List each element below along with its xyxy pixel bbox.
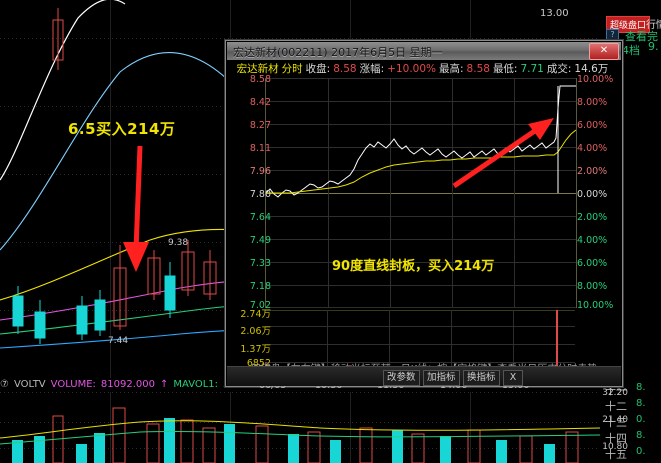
close-label: 收盘: (305, 63, 331, 75)
volume-axis-tick: 21.40 (602, 415, 628, 425)
axis-tick-pct: 6.00% (577, 258, 608, 269)
vol-axis-tick: 2.74万 (240, 309, 271, 320)
chart-mode: 分时 (281, 63, 303, 75)
axis-tick-pct: 2.00% (577, 166, 608, 177)
question-icon[interactable]: ⑦ (0, 379, 9, 390)
list-item[interactable]: 十一 8. (602, 382, 659, 398)
high-label: 最高: (439, 63, 464, 75)
row-label: 十五 (605, 448, 627, 461)
axis-tick: 7.49 (249, 235, 271, 246)
vol-axis-tick: 6852 (246, 358, 271, 369)
axis-tick: 7.64 (249, 212, 271, 223)
price-line (266, 85, 576, 198)
list-item[interactable]: 十五 0. (602, 446, 659, 462)
right-panel-rows[interactable]: 十一 8. 十二 8. 十三 0. 十四 8. 十五 0. (600, 382, 661, 463)
annotation-buy-left: 6.5买入214万 (68, 120, 176, 138)
popup-titlebar[interactable]: 宏达新材(002211) 2017年6月5日 星期一 ✕ (227, 42, 621, 61)
close-button[interactable]: X (503, 370, 523, 386)
switch-indicator-button[interactable]: 换指标 (463, 370, 500, 386)
stock-name: 宏达新材 (236, 63, 279, 75)
close-icon[interactable]: ✕ (589, 43, 619, 60)
row-value: 8. (636, 398, 646, 409)
volume-axis-tick: 32.20 (602, 388, 628, 398)
axis-tick: 8.11 (249, 143, 271, 154)
arrow-down-red-icon (123, 145, 149, 272)
kline-price-tag-low: 7.44 (108, 336, 129, 346)
change-params-button[interactable]: 改参数 (383, 370, 420, 386)
list-item[interactable]: 十三 0. (602, 414, 659, 430)
row-value: 0. (636, 414, 646, 425)
axis-tick-pct: 8.00% (577, 97, 608, 108)
super-orderbook-badge[interactable]: 超级盘口 (606, 16, 651, 33)
low-label: 最低: (492, 63, 518, 75)
row-label: 十一 (605, 384, 627, 397)
axis-tick-pct: 6.00% (577, 120, 608, 131)
row-label: 十四 (605, 432, 627, 445)
kline-price-tag-high: 9.38 (168, 238, 189, 248)
volume-bars (0, 407, 600, 463)
change-label: 涨幅: (359, 63, 385, 75)
intraday-price-chart[interactable] (265, 78, 577, 308)
row-label: 十三 (605, 416, 627, 429)
right-panel-price-hint: 9. (648, 40, 659, 53)
axis-tick: 7.80 (249, 189, 271, 200)
popup-footer-toolbar[interactable]: 改参数 加指标 换指标 X (227, 366, 621, 386)
market-quote-label[interactable]: 行情 (646, 20, 661, 31)
arrow-up-right-red-icon (452, 118, 554, 189)
change-value: +10.00% (387, 63, 436, 75)
axis-tick: 8.27 (249, 120, 271, 131)
quote-header: 宏达新材 分时 收盘: 8.58 涨幅: +10.00% 最高: 8.58 最低: 7.71 成交:… (227, 62, 621, 76)
low-value: 7.71 (520, 63, 544, 75)
volume-arrow: ↑ (159, 379, 169, 390)
row-value: 8. (636, 430, 646, 441)
view-all-link[interactable]: 查看完 (625, 30, 658, 43)
axis-tick-pct: 10.00% (577, 74, 614, 85)
axis-tick: 7.96 (249, 166, 271, 177)
list-item[interactable]: 十二 8. (602, 398, 659, 414)
turnover-value: 14.6万 (574, 63, 609, 75)
axis-tick: 8.42 (249, 97, 271, 108)
average-line (266, 129, 576, 194)
axis-tick-pct: 2.00% (577, 212, 608, 223)
intraday-popup-dialog[interactable]: 宏达新材(002211) 2017年6月5日 星期一 ✕ 宏达新材 分时 收盘: 8.… (225, 40, 623, 391)
axis-tick-pct: 8.00% (577, 281, 608, 292)
axis-tick-pct: 0.00% (577, 189, 608, 200)
row-value: 8. (636, 382, 646, 393)
indicator-name: VOLTV (13, 379, 46, 390)
axis-tick: 7.33 (249, 258, 271, 269)
kline-volume-panel[interactable] (0, 378, 600, 463)
intraday-lines (266, 85, 576, 198)
popup-body: 宏达新材 分时 收盘: 8.58 涨幅: +10.00% 最高: 8.58 最低: 7.71 成交:… (227, 60, 621, 391)
vol-axis-tick: 2.06万 (240, 326, 271, 337)
close-value: 8.58 (333, 63, 357, 75)
popup-title: 宏达新材(002211) 2017年6月5日 星期一 (233, 46, 443, 59)
volume-value: 81092.000 (100, 379, 155, 390)
volume-axis-tick: 10.80 (602, 442, 628, 452)
turnover-label: 成交: (546, 63, 572, 75)
annotation-limit-up: 90度直线封板，买入214万 (332, 259, 495, 274)
kline-axis-label-13: 13.00 (540, 8, 569, 19)
mavol1-label: MAVOL1: (173, 379, 219, 390)
row-label: 十二 (605, 400, 627, 413)
list-item[interactable]: 十四 8. (602, 430, 659, 446)
high-value: 8.58 (466, 63, 490, 75)
axis-tick: 7.02 (249, 300, 271, 311)
add-indicator-button[interactable]: 加指标 (423, 370, 460, 386)
axis-tick: 8.58 (249, 74, 271, 85)
row-value: 0. (636, 446, 646, 457)
axis-tick: 7.18 (249, 281, 271, 292)
axis-tick-pct: 4.00% (577, 235, 608, 246)
axis-tick-pct: 4.00% (577, 143, 608, 154)
vol-axis-tick: 1.37万 (240, 344, 271, 355)
volume-label: VOLUME: (50, 379, 96, 390)
axis-tick-pct: 10.00% (577, 300, 614, 311)
